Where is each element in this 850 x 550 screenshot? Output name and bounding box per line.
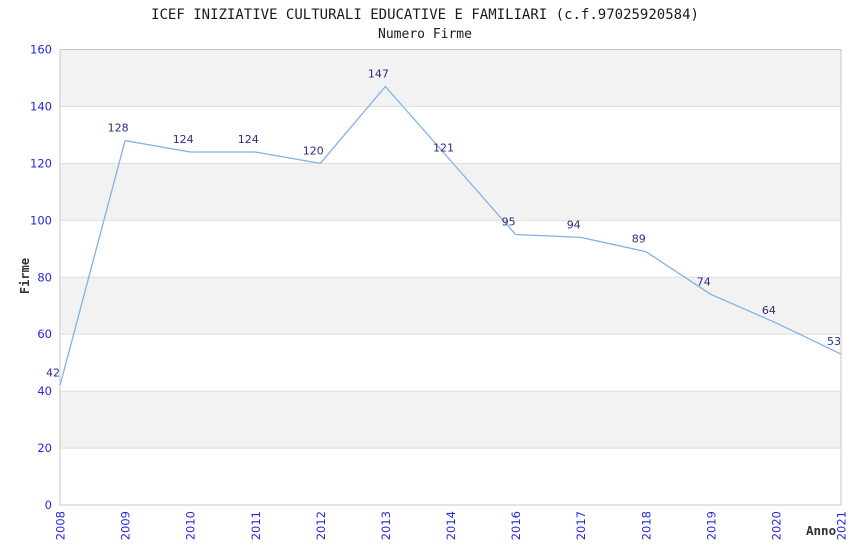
x-tick-label: 2010: [184, 511, 198, 540]
y-tick-label: 40: [37, 384, 52, 398]
data-label: 95: [502, 216, 516, 229]
x-tick-label: 2013: [379, 511, 393, 540]
x-tick-label: 2018: [639, 511, 653, 540]
x-tick-label: 2008: [54, 511, 68, 540]
y-tick-label: 20: [37, 441, 52, 455]
data-label: 121: [433, 142, 454, 155]
y-tick-label: 100: [30, 213, 52, 227]
data-label: 120: [303, 144, 324, 157]
chart-subtitle: Numero Firme: [378, 27, 472, 42]
data-label: 53: [827, 335, 841, 348]
y-tick-label: 0: [45, 498, 52, 512]
data-label: 128: [108, 122, 129, 135]
y-tick-label: 160: [30, 43, 52, 57]
data-label: 94: [567, 218, 581, 231]
data-label: 124: [173, 133, 194, 146]
x-tick-label: 2011: [249, 511, 263, 540]
y-tick-label: 120: [30, 156, 52, 170]
plot-band: [60, 163, 841, 221]
plot-border: [59, 49, 842, 506]
y-axis-title: Firme: [18, 258, 32, 294]
data-label: 64: [762, 304, 776, 317]
x-tick-label: 2016: [509, 511, 523, 540]
x-tick-label: 2009: [119, 511, 133, 540]
plot-band: [60, 391, 841, 449]
x-axis-title: Anno: [806, 523, 836, 538]
y-tick-label: 60: [37, 327, 52, 341]
data-label: 147: [368, 68, 389, 81]
x-tick-label: 2019: [704, 511, 718, 540]
data-label: 74: [697, 275, 711, 288]
plot-band: [60, 277, 841, 335]
x-tick-label: 2014: [444, 511, 458, 540]
series-line: [59, 85, 842, 386]
x-tick-label: 2012: [314, 511, 328, 540]
y-tick-label: 80: [37, 270, 52, 284]
x-tick-label: 2017: [574, 511, 588, 540]
x-tick-label: 2021: [835, 511, 849, 540]
x-tick-label: 2020: [769, 511, 783, 540]
data-label: 42: [46, 366, 60, 379]
data-label: 89: [632, 233, 646, 246]
chart-title: ICEF INIZIATIVE CULTURALI EDUCATIVE E FA…: [151, 7, 699, 23]
y-tick-label: 140: [30, 99, 52, 113]
data-label: 124: [238, 133, 259, 146]
plot-band: [60, 49, 841, 107]
